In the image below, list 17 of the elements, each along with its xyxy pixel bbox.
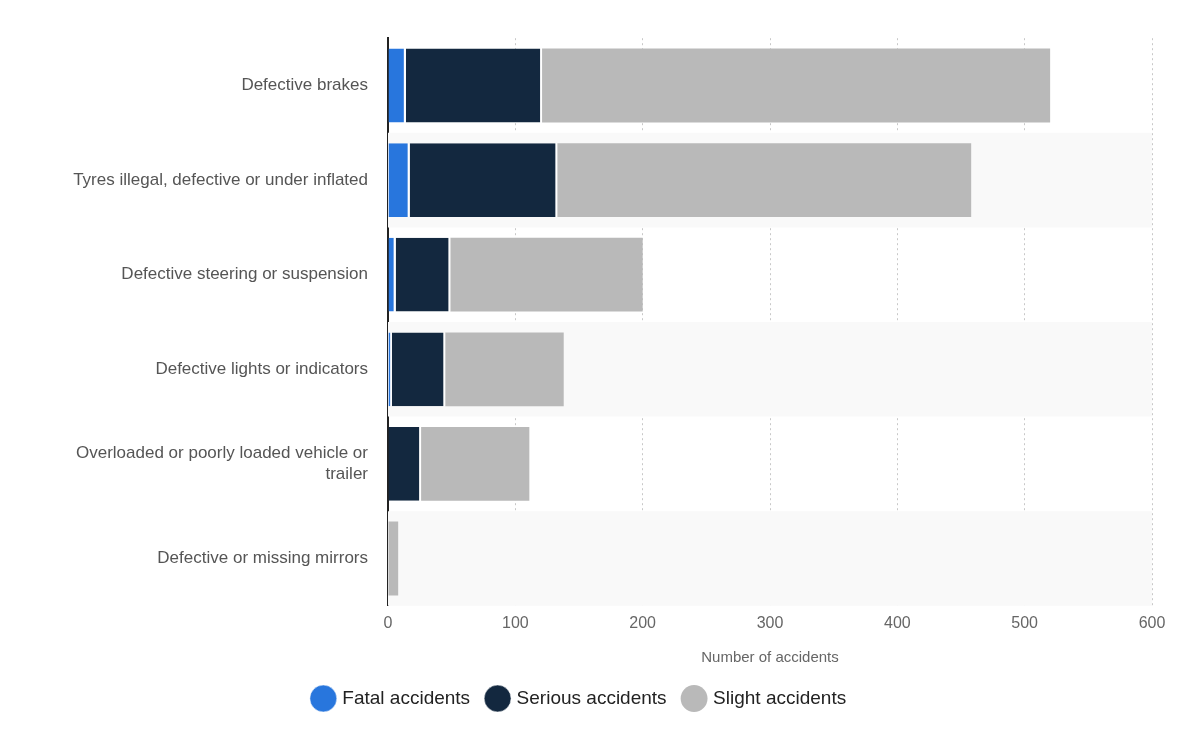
y-tick-label: Defective or missing mirrors [157,548,368,568]
y-tick-label: Defective steering or suspension [121,264,368,284]
x-tick-label: 200 [629,613,657,631]
x-tick-label: 100 [501,613,529,631]
legend-label: Fatal accidents [342,686,471,708]
x-tick-label: 0 [383,613,393,631]
legend-label: Serious accidents [516,686,667,708]
x-tick-label: 600 [1138,613,1166,631]
y-tick-label: Defective lights or indicators [155,358,368,378]
x-tick-label: 400 [883,613,911,631]
x-axis-title: Number of accidents [701,648,839,666]
x-tick-label: 500 [1011,613,1039,631]
y-tick-label: Defective brakes [241,75,368,95]
y-tick-label: Overloaded or poorly loaded vehicle or trailer [75,443,369,483]
y-tick-label: Tyres illegal, defective or under inflated [73,169,368,189]
legend-label: Slight accidents [713,686,847,708]
x-tick-label: 300 [756,613,784,631]
